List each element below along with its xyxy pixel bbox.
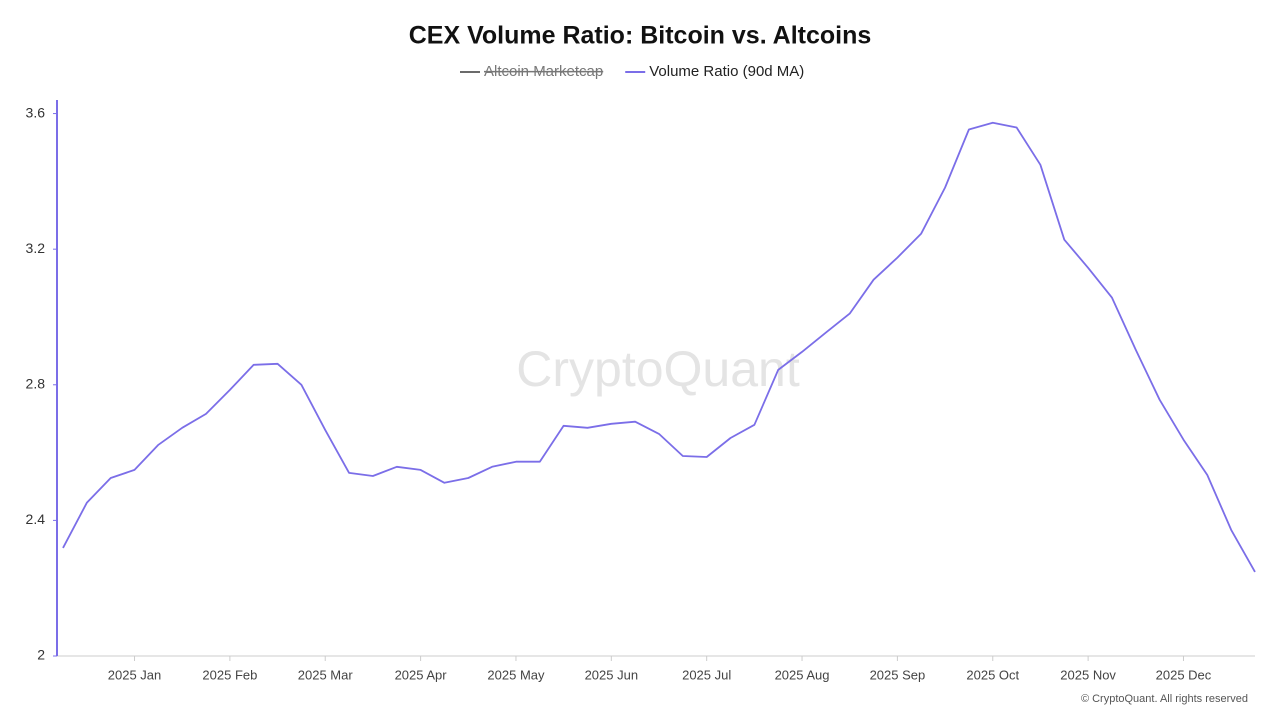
x-tick-label: 2025 Mar [298, 667, 354, 682]
watermark: CryptoQuant [516, 341, 800, 397]
chart-title: CEX Volume Ratio: Bitcoin vs. Altcoins [409, 22, 872, 50]
x-tick-label: 2025 May [487, 667, 545, 682]
y-tick-label: 2.8 [26, 375, 46, 391]
line [62, 121, 1256, 573]
footer: © CryptoQuant. All rights reserved [1081, 693, 1248, 705]
x-tick-label: 2025 Jul [682, 667, 731, 682]
legend-label: Volume Ratio (90d MA) [649, 63, 804, 80]
x-tick-label: 2025 Oct [966, 667, 1019, 682]
x-tick-label: 2025 Aug [775, 667, 830, 682]
x-tick-label: 2025 Jan [108, 667, 162, 682]
legend-item[interactable]: Altcoin Marketcap [460, 63, 603, 80]
x-tick-label: 2025 Jun [585, 667, 639, 682]
y-tick-label: 2 [37, 647, 45, 663]
legend-item[interactable]: Volume Ratio (90d MA) [625, 63, 804, 80]
legend-label: Altcoin Marketcap [484, 63, 603, 80]
y-tick-label: 2.4 [26, 511, 46, 527]
y-tick-label: 3.6 [26, 104, 46, 120]
x-tick-label: 2025 Nov [1060, 667, 1116, 682]
x-tick-label: 2025 Dec [1156, 667, 1212, 682]
x-tick-label: 2025 Apr [395, 667, 448, 682]
x-tick-label: 2025 Feb [202, 667, 257, 682]
x-tick-label: 2025 Sep [870, 667, 926, 682]
y-tick-label: 3.2 [26, 240, 46, 256]
